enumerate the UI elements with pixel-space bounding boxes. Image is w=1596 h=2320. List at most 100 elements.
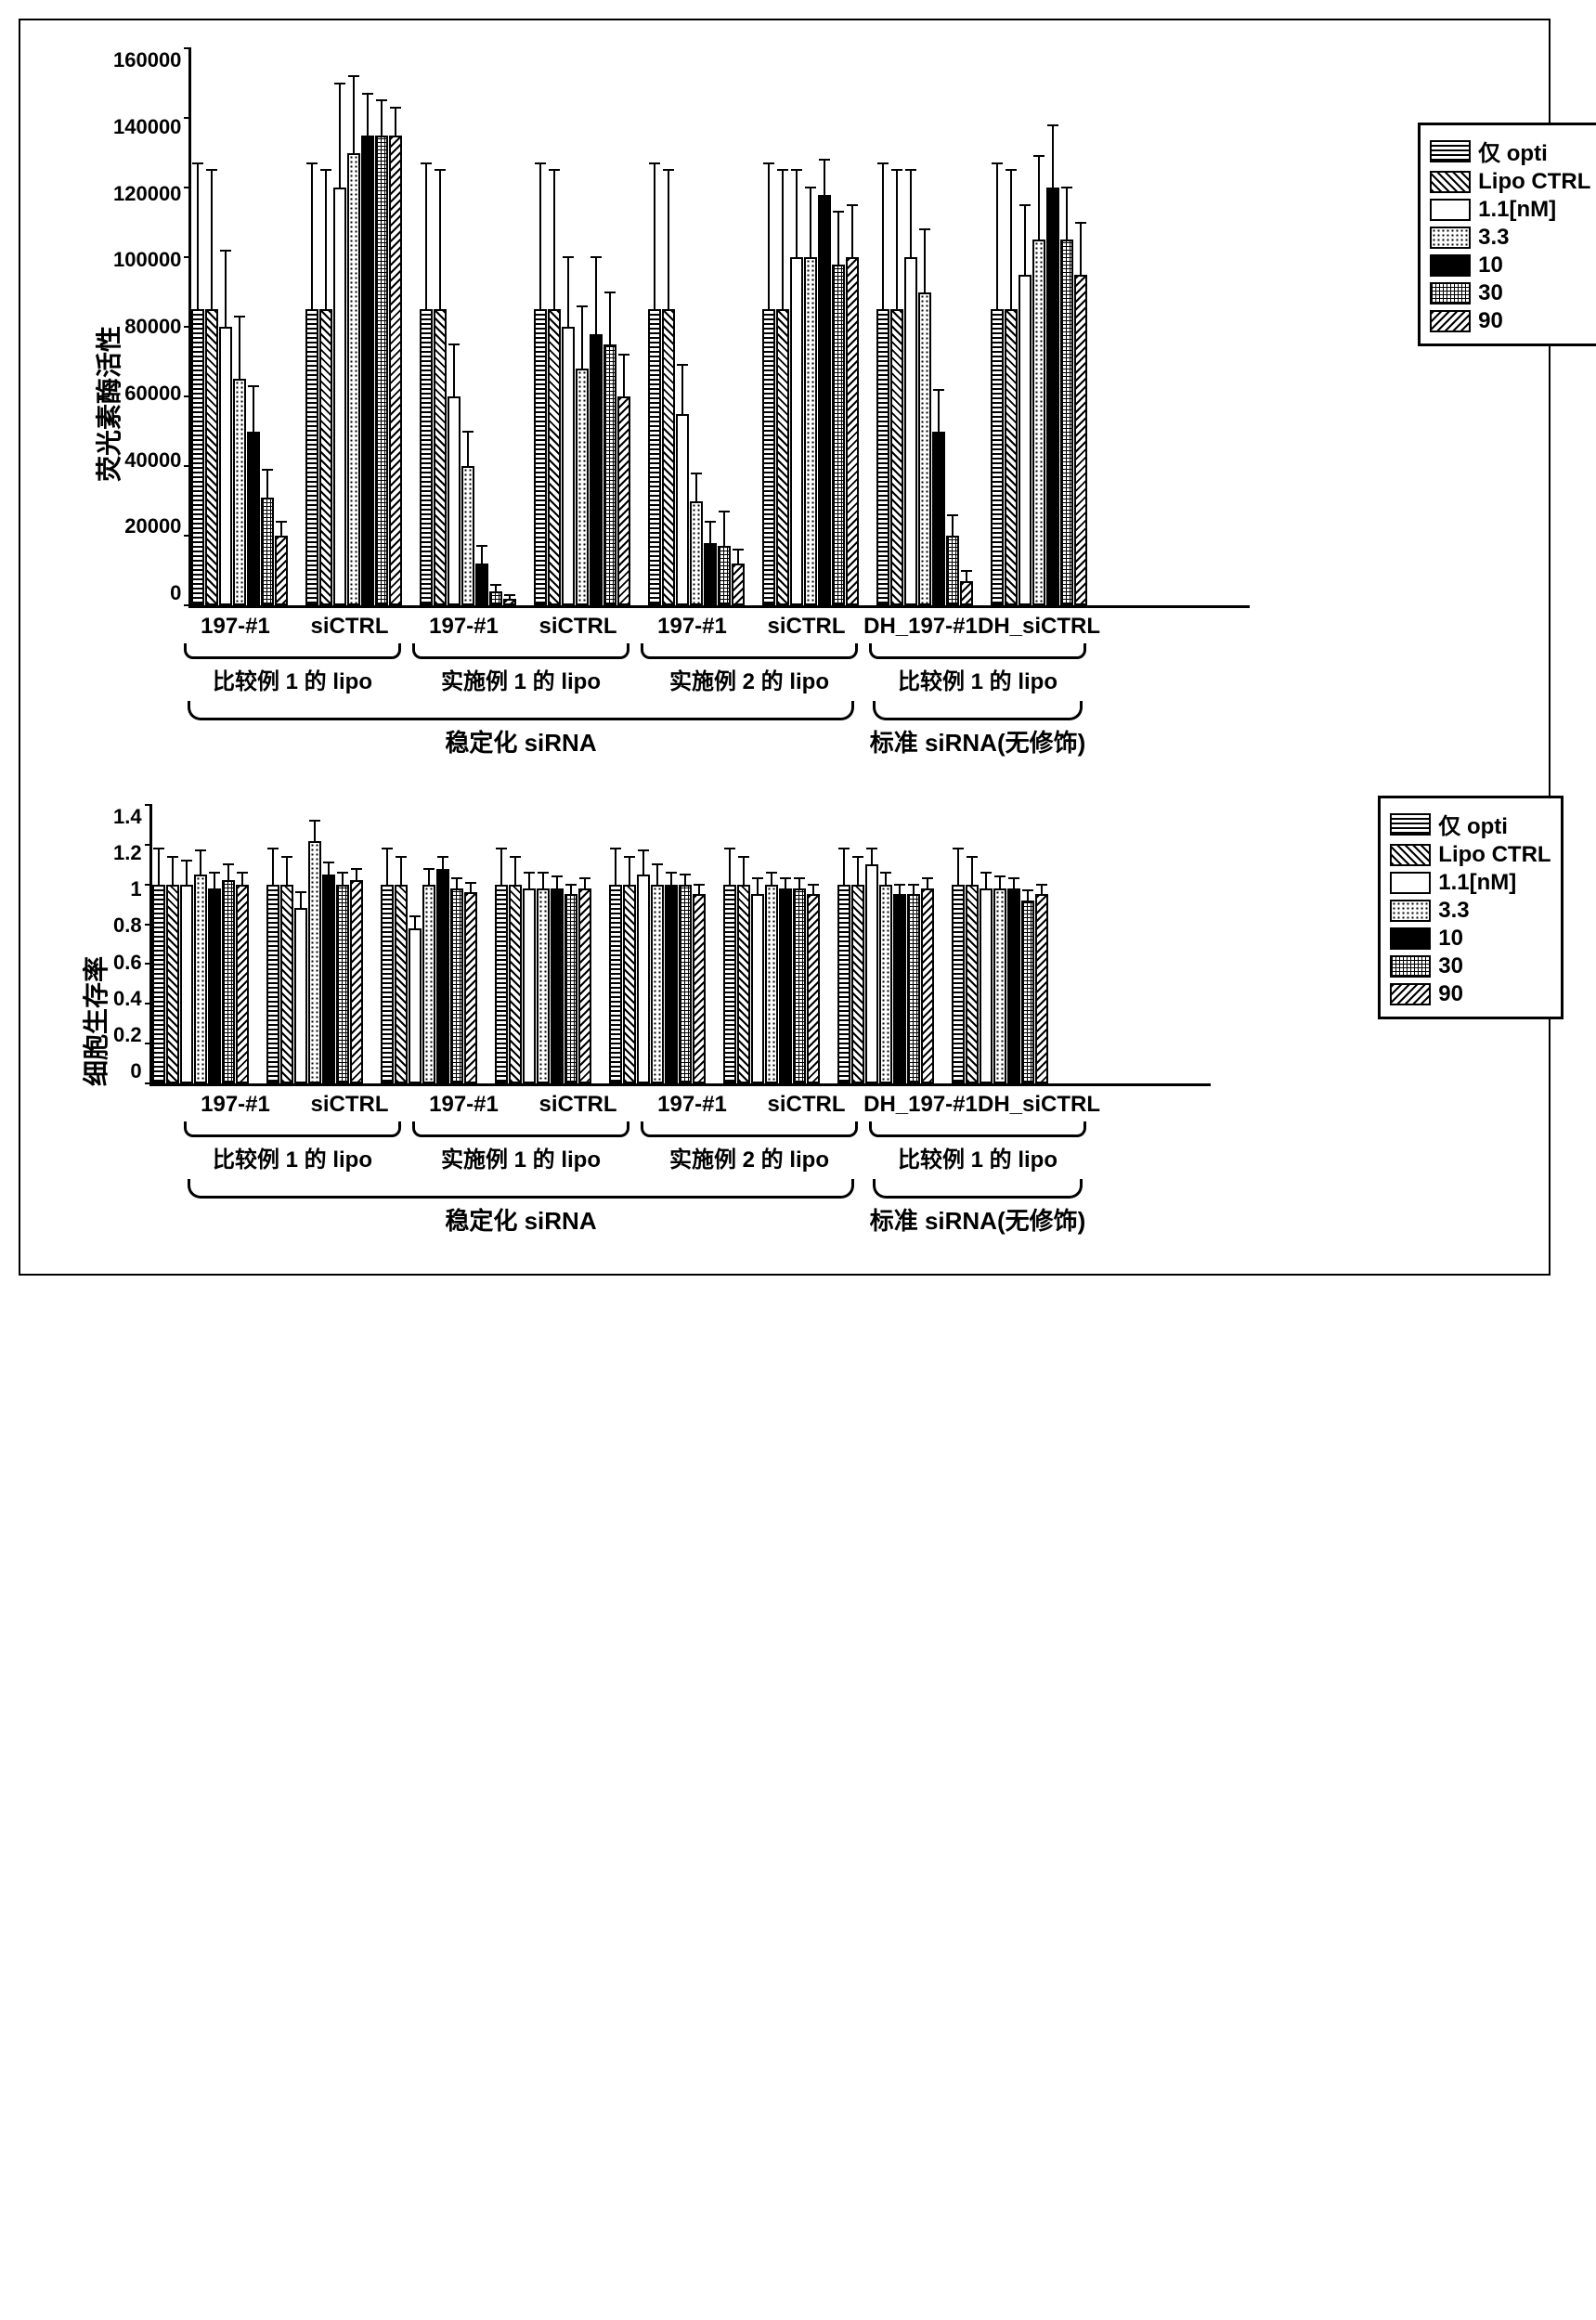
y-tick-label: 0.8 — [113, 914, 142, 938]
bar — [623, 885, 636, 1083]
bar — [804, 257, 817, 605]
bar — [347, 153, 360, 606]
bar — [548, 309, 561, 605]
bar — [617, 396, 630, 605]
bar — [1007, 888, 1020, 1083]
bar — [266, 885, 279, 1083]
bar — [523, 888, 536, 1083]
legend-top: 仅 optiLipo CTRL1.1[nM]3.3103090 — [1418, 123, 1596, 346]
bar-group — [305, 48, 403, 605]
bar — [718, 546, 731, 605]
viability-panel: 细胞生存率 1.41.210.80.60.40.20 仅 optiLipo CT… — [39, 805, 1530, 1237]
bar — [693, 894, 706, 1083]
lipo-group-label: 比较例 1 的 lipo — [863, 1121, 1092, 1173]
x-group-label: 197-#1 — [407, 614, 521, 640]
x-group-label: siCTRL — [292, 614, 407, 640]
legend-swatch — [1430, 140, 1471, 162]
legend-label: 30 — [1438, 953, 1463, 979]
bar — [851, 885, 864, 1083]
bar — [381, 885, 394, 1083]
bar — [737, 885, 750, 1083]
legend-label: 仅 opti — [1438, 808, 1508, 840]
bar — [904, 257, 917, 605]
bar-group — [991, 48, 1088, 605]
bar-group — [420, 48, 517, 605]
bar — [1021, 901, 1034, 1083]
legend-item: Lipo CTRL — [1390, 842, 1551, 868]
x-group-label: DH_siCTRL — [978, 614, 1092, 640]
x-group-label: siCTRL — [749, 1092, 863, 1118]
y-tick-label: 0.2 — [113, 1023, 142, 1047]
bar — [434, 309, 447, 605]
sirna-group-label: 标准 siRNA(无修饰) — [863, 701, 1092, 758]
bar — [180, 885, 193, 1083]
bar — [832, 265, 845, 606]
bar — [450, 888, 463, 1083]
bar — [350, 880, 363, 1083]
bar — [576, 369, 589, 605]
bar-group — [876, 48, 974, 605]
y-tick-label: 1.2 — [113, 841, 142, 865]
lipo-group-label: 实施例 1 的 lipo — [407, 1121, 635, 1173]
bar — [166, 885, 179, 1083]
bar — [489, 591, 502, 605]
bar — [704, 543, 717, 606]
legend-swatch — [1430, 227, 1471, 249]
x-group-label: siCTRL — [521, 614, 635, 640]
plot-area-top — [188, 48, 1250, 608]
legend-swatch — [1390, 813, 1431, 836]
bar — [818, 195, 831, 606]
x-labels-top: 197-#1siCTRL197-#1siCTRL197-#1siCTRLDH_1… — [39, 614, 1530, 758]
bar — [648, 309, 661, 605]
bar — [475, 564, 488, 605]
bar — [993, 888, 1006, 1083]
bar — [509, 885, 522, 1083]
bar — [952, 885, 965, 1083]
legend-item: 30 — [1390, 953, 1551, 979]
bar — [876, 309, 889, 605]
legend-item: 3.3 — [1390, 898, 1551, 924]
x-group-label: 197-#1 — [407, 1092, 521, 1118]
legend-swatch — [1430, 282, 1471, 305]
bar-group — [381, 805, 478, 1083]
sirna-group-label: 稳定化 siRNA — [178, 701, 863, 758]
y-tick-label: 40000 — [124, 448, 181, 473]
bar — [578, 888, 591, 1083]
bar-group — [266, 805, 364, 1083]
bar — [932, 432, 945, 606]
legend-item: Lipo CTRL — [1430, 169, 1590, 195]
bar — [779, 888, 792, 1083]
y-tick-label: 0 — [130, 1059, 141, 1083]
bar — [336, 885, 349, 1083]
bar — [907, 894, 920, 1083]
plot-area-bottom — [149, 805, 1211, 1086]
bar — [495, 885, 508, 1083]
legend-label: 3.3 — [1438, 898, 1469, 924]
y-tick-label: 160000 — [113, 48, 181, 72]
bar — [420, 309, 433, 605]
legend-label: 仅 opti — [1478, 135, 1548, 167]
bar-group — [191, 48, 289, 605]
legend-swatch — [1390, 900, 1431, 922]
x-group-label: 197-#1 — [178, 614, 292, 640]
lipo-group-label: 比较例 1 的 lipo — [178, 1121, 407, 1173]
bar — [846, 257, 859, 605]
bar — [665, 885, 678, 1083]
bar — [375, 136, 388, 605]
bar — [562, 327, 575, 605]
bar — [980, 888, 993, 1083]
y-tick-label: 80000 — [124, 315, 181, 339]
x-group-label: siCTRL — [521, 1092, 635, 1118]
lipo-group-label: 实施例 2 的 lipo — [635, 643, 863, 695]
bar — [191, 309, 204, 605]
bar — [464, 892, 477, 1083]
bar — [732, 564, 745, 605]
x-group-label: 197-#1 — [635, 1092, 749, 1118]
bar — [776, 309, 789, 605]
y-tick-label: 120000 — [113, 182, 181, 206]
bar — [690, 501, 703, 606]
bar — [236, 885, 249, 1083]
legend-item: 3.3 — [1430, 225, 1590, 251]
legend-item: 30 — [1430, 280, 1590, 306]
x-labels-bottom: 197-#1siCTRL197-#1siCTRL197-#1siCTRLDH_1… — [39, 1092, 1530, 1237]
